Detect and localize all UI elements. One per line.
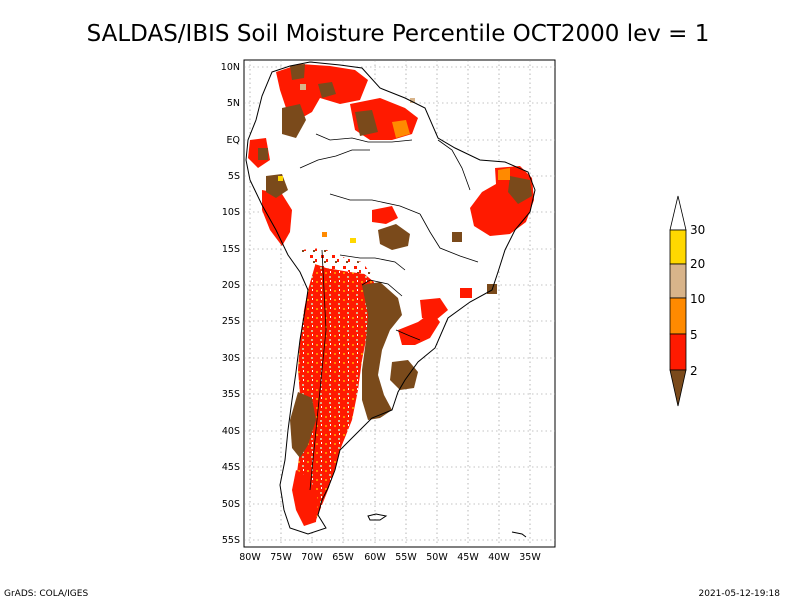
lat-label: 55S — [222, 535, 240, 546]
colorbar-label: 10 — [690, 292, 705, 306]
colorbar-swatch-yellow — [669, 229, 687, 265]
region-venezuela-brown — [290, 64, 305, 80]
region-central-brazil-brown — [378, 224, 410, 250]
colorbar-top-triangle — [669, 195, 687, 231]
speck-tan-2 — [410, 98, 415, 103]
region-south-brazil-red — [420, 298, 448, 320]
region-argentina-red — [296, 262, 374, 524]
region-chile-brown — [290, 392, 316, 458]
region-guiana-brown — [355, 110, 378, 136]
colorbar-label: 5 — [690, 328, 698, 342]
region-bahia-brown — [452, 232, 462, 242]
lat-label: 5N — [227, 98, 240, 109]
region-se-brazil-red — [460, 288, 472, 298]
lat-label: 40S — [222, 426, 240, 437]
region-chaco-sparse — [300, 248, 372, 275]
lon-label: 40W — [488, 552, 510, 563]
lat-label: 10S — [222, 207, 240, 218]
falkland-islands — [367, 513, 388, 521]
region-colombia-brown — [282, 104, 306, 138]
footer-timestamp: 2021-05-12-19:18 — [699, 589, 781, 599]
footer-credit: GrADS: COLA/IGES — [4, 589, 88, 599]
lon-label: 75W — [270, 552, 292, 563]
speck-yellow-2 — [278, 176, 283, 181]
lat-label: 10N — [221, 62, 240, 73]
region-patagonia-red — [292, 470, 318, 526]
lon-label: 60W — [364, 552, 386, 563]
lat-label: 20S — [222, 280, 240, 291]
lon-label: 80W — [239, 552, 261, 563]
region-ecuador-brown — [258, 148, 268, 160]
speck-yellow-1 — [350, 238, 356, 243]
lon-label: 35W — [519, 552, 541, 563]
colorbar-label: 20 — [690, 257, 705, 271]
region-ne-brazil-orange — [498, 168, 510, 180]
map-panel: 10N 5N EQ 5S 10S 15S 20S 25S 30S 35S 40S… — [221, 59, 556, 563]
colorbar-swatch-red — [669, 333, 687, 371]
region-central-brazil-red — [372, 206, 398, 224]
lat-label: 5S — [228, 171, 240, 182]
colorbar-swatch-tan — [669, 263, 687, 299]
colorbar-bottom-triangle — [669, 369, 687, 407]
latitude-labels: 10N 5N EQ 5S 10S 15S 20S 25S 30S 35S 40S… — [221, 62, 240, 546]
lat-label: 35S — [222, 389, 240, 400]
longitude-labels: 80W 75W 70W 65W 60W 55W 50W 45W 40W 35W — [239, 552, 541, 563]
region-peru-red — [262, 190, 292, 246]
region-venezuela-brown-2 — [318, 82, 336, 98]
lon-label: 65W — [332, 552, 354, 563]
speck-tan-1 — [300, 84, 306, 90]
region-ne-brazil-brown — [508, 176, 532, 204]
colorbar-label: 2 — [690, 364, 698, 378]
lon-label: 70W — [301, 552, 323, 563]
region-guiana-orange — [392, 120, 410, 138]
lon-label: 50W — [426, 552, 448, 563]
lat-label: EQ — [227, 135, 240, 146]
region-uruguay-brown — [390, 360, 418, 390]
lat-label: 50S — [222, 499, 240, 510]
lat-label: 45S — [222, 462, 240, 473]
lat-label: 25S — [222, 316, 240, 327]
south-georgia-islet — [511, 531, 527, 538]
colorbar-labels: 30 20 10 5 2 — [690, 223, 705, 378]
lon-label: 55W — [395, 552, 417, 563]
lon-label: 45W — [457, 552, 479, 563]
colorbar — [669, 195, 687, 407]
coastline — [245, 61, 536, 535]
country-borders — [299, 133, 479, 491]
colorbar-swatch-orange — [669, 297, 687, 335]
colorbar-label: 30 — [690, 223, 705, 237]
map-title: SALDAS/IBIS Soil Moisture Percentile OCT… — [87, 21, 710, 47]
speck-orange-1 — [322, 232, 327, 237]
lat-label: 30S — [222, 353, 240, 364]
region-pampas-brown — [362, 282, 402, 420]
lat-label: 15S — [222, 244, 240, 255]
region-paraguay-red — [398, 312, 440, 345]
